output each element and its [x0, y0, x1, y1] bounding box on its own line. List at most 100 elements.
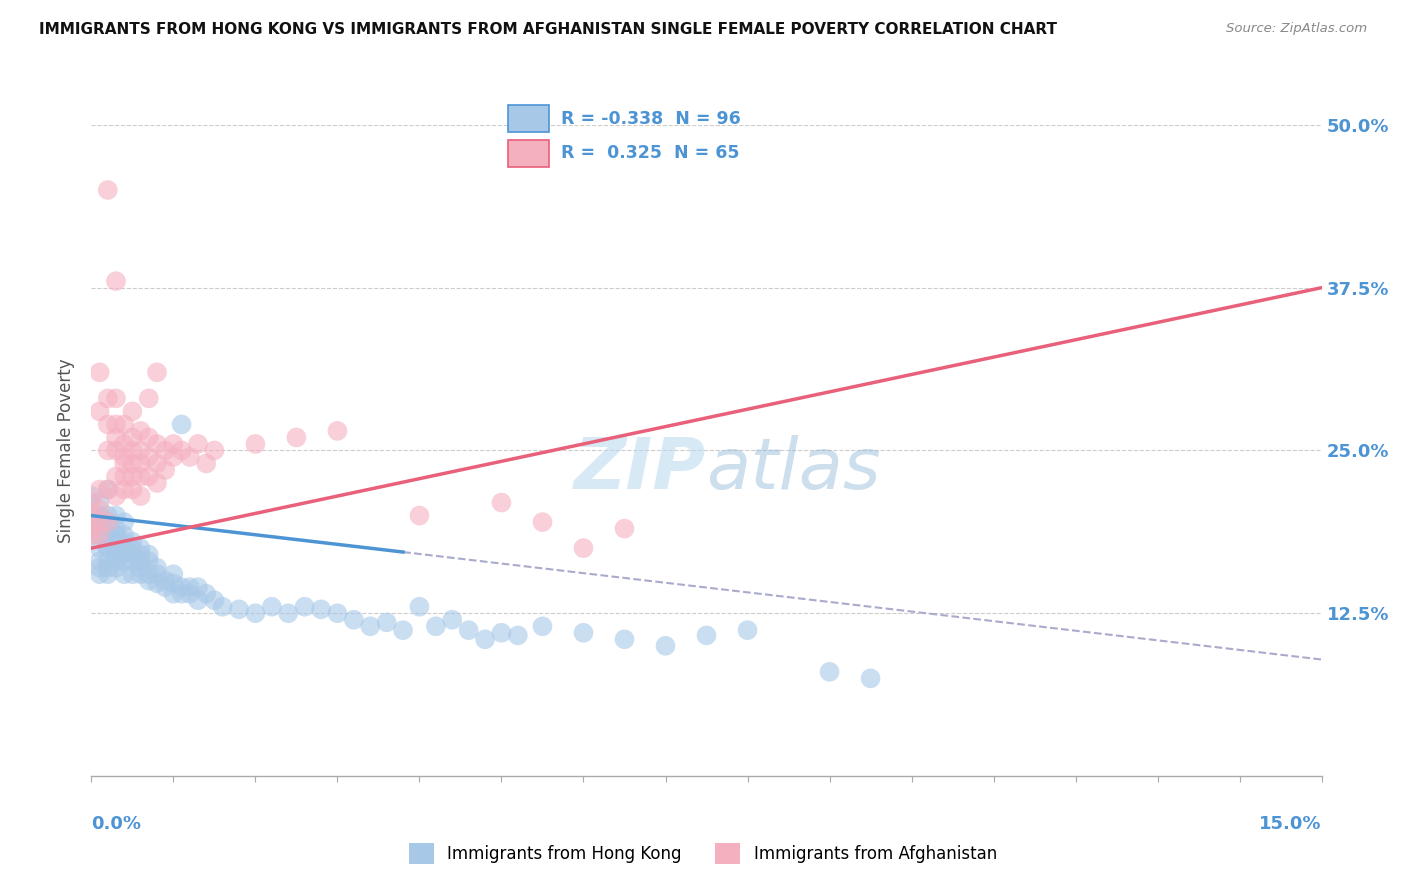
Point — [195, 457, 218, 471]
Point — [359, 619, 381, 633]
Point — [138, 574, 160, 588]
Point — [153, 580, 177, 594]
Point — [153, 574, 177, 588]
Point — [343, 613, 366, 627]
Point — [572, 541, 595, 555]
Point — [654, 639, 676, 653]
Point — [97, 508, 120, 523]
Point — [89, 567, 111, 582]
Point — [97, 528, 120, 542]
Point — [121, 554, 143, 568]
Point — [162, 587, 184, 601]
Point — [80, 495, 103, 509]
Point — [138, 392, 160, 406]
Point — [97, 515, 120, 529]
Point — [121, 483, 143, 497]
Point — [112, 457, 135, 471]
Point — [112, 417, 135, 432]
Point — [105, 469, 127, 483]
Point — [146, 560, 169, 574]
Point — [457, 623, 479, 637]
Point — [112, 483, 135, 497]
Point — [105, 392, 127, 406]
Point — [121, 541, 143, 555]
Legend: Immigrants from Hong Kong, Immigrants from Afghanistan: Immigrants from Hong Kong, Immigrants fr… — [402, 837, 1004, 871]
Point — [162, 567, 184, 582]
Text: IMMIGRANTS FROM HONG KONG VS IMMIGRANTS FROM AFGHANISTAN SINGLE FEMALE POVERTY C: IMMIGRANTS FROM HONG KONG VS IMMIGRANTS … — [39, 22, 1057, 37]
Point — [146, 437, 169, 451]
Point — [105, 548, 127, 562]
Point — [105, 560, 127, 574]
Point — [129, 567, 152, 582]
Point — [89, 508, 111, 523]
Point — [153, 463, 177, 477]
Point — [121, 469, 143, 483]
Point — [138, 430, 160, 444]
Point — [105, 417, 127, 432]
Text: 0.0%: 0.0% — [91, 815, 142, 833]
Point — [187, 593, 209, 607]
Point — [121, 534, 143, 549]
Point — [146, 365, 169, 379]
Point — [97, 483, 120, 497]
Point — [506, 628, 529, 642]
Text: 15.0%: 15.0% — [1260, 815, 1322, 833]
Point — [112, 554, 135, 568]
Text: R = -0.338  N = 96: R = -0.338 N = 96 — [561, 110, 741, 128]
Point — [138, 567, 160, 582]
Point — [121, 457, 143, 471]
Y-axis label: Single Female Poverty: Single Female Poverty — [58, 359, 76, 542]
Point — [80, 508, 103, 523]
Point — [146, 576, 169, 591]
Point — [97, 541, 120, 555]
Point — [146, 457, 169, 471]
Point — [89, 560, 111, 574]
Point — [80, 528, 103, 542]
Point — [211, 599, 233, 614]
Text: atlas: atlas — [706, 435, 882, 505]
Point — [112, 437, 135, 451]
Point — [97, 534, 120, 549]
Point — [89, 515, 111, 529]
Point — [138, 450, 160, 464]
Point — [112, 534, 135, 549]
Point — [80, 515, 103, 529]
Point — [105, 443, 127, 458]
Point — [277, 607, 299, 621]
Point — [392, 623, 415, 637]
Point — [89, 528, 111, 542]
Point — [531, 515, 554, 529]
Point — [89, 528, 111, 542]
Point — [138, 554, 160, 568]
Point — [89, 404, 111, 418]
Point — [129, 554, 152, 568]
Point — [105, 522, 127, 536]
Point — [613, 632, 636, 647]
Point — [408, 599, 430, 614]
Point — [129, 489, 152, 503]
Point — [294, 599, 316, 614]
FancyBboxPatch shape — [509, 105, 548, 132]
Point — [129, 443, 152, 458]
Point — [245, 607, 267, 621]
FancyBboxPatch shape — [509, 140, 548, 167]
Point — [818, 665, 841, 679]
Point — [89, 541, 111, 555]
Point — [170, 443, 193, 458]
Point — [309, 602, 332, 616]
Point — [531, 619, 554, 633]
Point — [228, 602, 250, 616]
Point — [97, 541, 120, 555]
Point — [129, 541, 152, 555]
Point — [859, 671, 882, 685]
Point — [97, 443, 120, 458]
Point — [105, 274, 127, 288]
Point — [89, 365, 111, 379]
Point — [153, 443, 177, 458]
Point — [89, 515, 111, 529]
Point — [121, 567, 143, 582]
Point — [138, 469, 160, 483]
Point — [97, 560, 120, 574]
Point — [285, 430, 308, 444]
Point — [146, 567, 169, 582]
